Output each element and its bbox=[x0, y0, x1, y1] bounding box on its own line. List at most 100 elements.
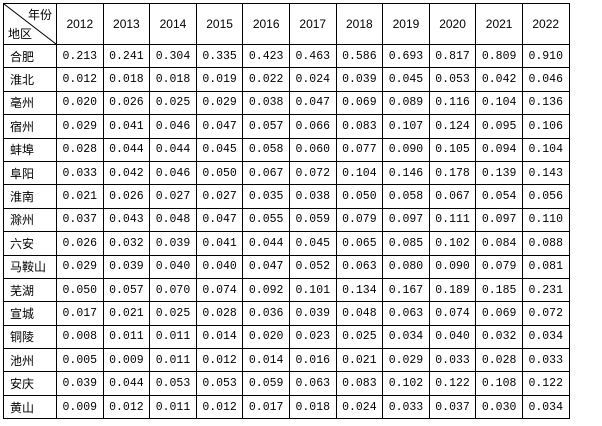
region-cell: 芜湖 bbox=[3, 277, 57, 303]
value-cell: 0.026 bbox=[102, 184, 151, 209]
corner-cell: 年份 地区 bbox=[4, 4, 56, 44]
value-cell: 0.017 bbox=[56, 301, 104, 326]
value-cell: 0.044 bbox=[149, 137, 197, 162]
value-cell: 0.079 bbox=[475, 254, 523, 279]
table-body: 合肥 0.213 0.241 0.304 0.335 0.423 0.463 0.586 0.6… bbox=[3, 43, 570, 420]
value-cell: 0.097 bbox=[382, 207, 430, 233]
region-cell: 亳州 bbox=[3, 90, 57, 116]
value-cell: 0.036 bbox=[242, 301, 290, 326]
value-cell: 0.136 bbox=[521, 90, 570, 116]
value-cell: 0.085 bbox=[382, 231, 430, 256]
value-cell: 0.034 bbox=[521, 394, 570, 420]
value-cell: 0.025 bbox=[335, 324, 384, 350]
region-cell: 黄山 bbox=[3, 394, 57, 420]
value-cell: 0.012 bbox=[195, 394, 244, 420]
year-header: 2012 bbox=[56, 3, 104, 45]
value-cell: 0.139 bbox=[475, 160, 523, 186]
value-cell: 0.019 bbox=[195, 67, 244, 92]
region-cell: 阜阳 bbox=[3, 160, 57, 186]
value-cell: 0.044 bbox=[102, 137, 151, 162]
value-cell: 0.034 bbox=[521, 324, 570, 350]
value-cell: 0.105 bbox=[428, 137, 477, 162]
value-cell: 0.045 bbox=[382, 67, 430, 92]
value-cell: 0.104 bbox=[335, 160, 384, 186]
region-cell: 安庆 bbox=[3, 371, 57, 396]
year-header: 2015 bbox=[195, 3, 244, 45]
value-cell: 0.045 bbox=[195, 137, 244, 162]
value-cell: 0.009 bbox=[56, 394, 104, 420]
value-cell: 0.021 bbox=[335, 348, 384, 373]
value-cell: 0.018 bbox=[149, 67, 197, 92]
value-cell: 0.046 bbox=[149, 114, 197, 139]
diagonal-divider bbox=[4, 4, 56, 44]
value-cell: 0.097 bbox=[475, 207, 523, 233]
value-cell: 0.011 bbox=[149, 394, 197, 420]
value-cell: 0.107 bbox=[382, 114, 430, 139]
value-cell: 0.035 bbox=[242, 184, 290, 209]
region-cell: 宿州 bbox=[3, 114, 57, 139]
value-cell: 0.011 bbox=[149, 324, 197, 350]
value-cell: 0.092 bbox=[242, 277, 290, 303]
value-cell: 0.014 bbox=[242, 348, 290, 373]
value-cell: 0.028 bbox=[475, 348, 523, 373]
value-cell: 0.011 bbox=[149, 348, 197, 373]
value-cell: 0.063 bbox=[288, 371, 337, 396]
value-cell: 0.020 bbox=[56, 90, 104, 116]
value-cell: 0.178 bbox=[428, 160, 477, 186]
corner-label-year: 年份 bbox=[27, 8, 52, 22]
value-cell: 0.011 bbox=[102, 324, 151, 350]
value-cell: 0.106 bbox=[521, 114, 570, 139]
value-cell: 0.025 bbox=[149, 90, 197, 116]
table-row: 宣城 0.017 0.021 0.025 0.028 0.036 0.039 0.048 0.0… bbox=[3, 301, 570, 326]
value-cell: 0.046 bbox=[149, 160, 197, 186]
value-cell: 0.335 bbox=[195, 43, 244, 69]
value-cell: 0.065 bbox=[335, 231, 384, 256]
value-cell: 0.055 bbox=[242, 207, 290, 233]
value-cell: 0.066 bbox=[288, 114, 337, 139]
value-cell: 0.029 bbox=[195, 90, 244, 116]
value-cell: 0.033 bbox=[428, 348, 477, 373]
value-cell: 0.050 bbox=[56, 277, 104, 303]
value-cell: 0.024 bbox=[288, 67, 337, 92]
table-row: 宿州 0.029 0.041 0.046 0.047 0.057 0.066 0.083 0.1… bbox=[3, 114, 570, 139]
value-cell: 0.122 bbox=[521, 371, 570, 396]
value-cell: 0.072 bbox=[288, 160, 337, 186]
value-cell: 0.039 bbox=[149, 231, 197, 256]
value-cell: 0.241 bbox=[102, 43, 151, 69]
region-cell: 蚌埠 bbox=[3, 137, 57, 162]
table-row: 芜湖 0.050 0.057 0.070 0.074 0.092 0.101 0.134 0.1… bbox=[3, 277, 570, 303]
value-cell: 0.083 bbox=[335, 371, 384, 396]
value-cell: 0.022 bbox=[242, 67, 290, 92]
value-cell: 0.110 bbox=[521, 207, 570, 233]
value-cell: 0.041 bbox=[195, 231, 244, 256]
value-cell: 0.108 bbox=[475, 371, 523, 396]
value-cell: 0.586 bbox=[335, 43, 384, 69]
value-cell: 0.018 bbox=[288, 394, 337, 420]
value-cell: 0.044 bbox=[102, 371, 151, 396]
value-cell: 0.090 bbox=[428, 254, 477, 279]
table-row: 滁州 0.037 0.043 0.048 0.047 0.055 0.059 0.079 0.0… bbox=[3, 207, 570, 233]
value-cell: 0.167 bbox=[382, 277, 430, 303]
value-cell: 0.026 bbox=[56, 231, 104, 256]
value-cell: 0.018 bbox=[102, 67, 151, 92]
value-cell: 0.081 bbox=[521, 254, 570, 279]
region-cell: 马鞍山 bbox=[3, 254, 57, 279]
value-cell: 0.014 bbox=[195, 324, 244, 350]
year-header: 2014 bbox=[149, 3, 197, 45]
corner-label-region: 地区 bbox=[8, 27, 33, 41]
value-cell: 0.030 bbox=[475, 394, 523, 420]
value-cell: 0.042 bbox=[102, 160, 151, 186]
value-cell: 0.067 bbox=[242, 160, 290, 186]
value-cell: 0.213 bbox=[56, 43, 104, 69]
value-cell: 0.143 bbox=[521, 160, 570, 186]
table-row: 铜陵 0.008 0.011 0.011 0.014 0.020 0.023 0.025 0.0… bbox=[3, 324, 570, 350]
value-cell: 0.047 bbox=[195, 114, 244, 139]
value-cell: 0.053 bbox=[195, 371, 244, 396]
year-header: 2019 bbox=[382, 3, 430, 45]
value-cell: 0.025 bbox=[149, 301, 197, 326]
value-cell: 0.029 bbox=[56, 254, 104, 279]
value-cell: 0.116 bbox=[428, 90, 477, 116]
table-row: 安庆 0.039 0.044 0.053 0.053 0.059 0.063 0.083 0.1… bbox=[3, 371, 570, 396]
value-cell: 0.080 bbox=[382, 254, 430, 279]
value-cell: 0.039 bbox=[288, 301, 337, 326]
